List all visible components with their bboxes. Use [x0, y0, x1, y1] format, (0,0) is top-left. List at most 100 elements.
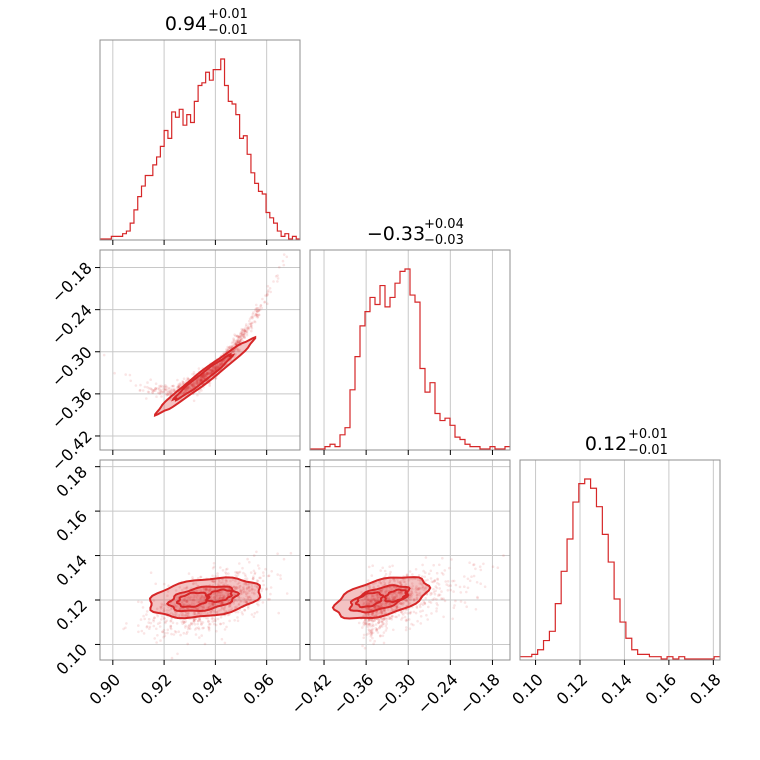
sample-point — [159, 384, 163, 388]
sample-point — [277, 611, 281, 615]
sample-point — [215, 592, 218, 595]
x-tick-label: −0.18 — [456, 670, 504, 718]
sample-point — [192, 598, 195, 602]
sample-point — [145, 613, 148, 616]
sample-point — [199, 378, 203, 381]
sample-point — [195, 379, 199, 383]
sample-point — [244, 600, 247, 603]
sample-point — [186, 630, 189, 634]
sample-point — [251, 587, 254, 591]
sample-point — [247, 589, 251, 592]
sample-point — [429, 569, 433, 573]
sample-point — [242, 334, 246, 337]
sample-point — [219, 591, 222, 594]
x-tick-label: 0.10 — [508, 670, 547, 709]
sample-point — [206, 611, 210, 615]
sample-point — [276, 277, 280, 280]
sample-point — [404, 583, 408, 586]
title-minus: −0.03 — [424, 233, 464, 248]
sample-point — [423, 601, 427, 605]
sample-point — [235, 599, 239, 603]
sample-point — [234, 343, 238, 346]
sample-point — [279, 574, 282, 577]
sample-point — [370, 574, 374, 577]
sample-point — [244, 575, 247, 578]
sample-point — [162, 390, 166, 393]
sample-point — [380, 582, 383, 585]
sample-point — [215, 365, 219, 368]
sample-point — [165, 394, 168, 397]
sample-point — [380, 620, 384, 624]
sample-point — [221, 578, 225, 581]
sample-point — [237, 341, 240, 345]
sample-point — [236, 335, 240, 339]
sample-point — [236, 348, 240, 352]
sample-point — [166, 631, 169, 635]
sample-point — [419, 622, 423, 625]
sample-point — [399, 602, 403, 606]
sample-point — [376, 593, 379, 597]
sample-point — [236, 616, 239, 619]
sample-point — [216, 572, 219, 575]
sample-point — [239, 340, 242, 343]
sample-point — [202, 605, 205, 608]
sample-point — [238, 584, 242, 588]
sample-point — [164, 385, 167, 389]
sample-point — [242, 582, 246, 586]
sample-point — [379, 611, 382, 614]
sample-point — [268, 287, 272, 290]
sample-point — [389, 579, 392, 582]
sample-point — [385, 622, 388, 626]
sample-point — [212, 565, 216, 569]
sample-point — [192, 619, 195, 622]
sample-point — [415, 594, 419, 597]
sample-point — [266, 598, 270, 601]
sample-point — [378, 626, 381, 629]
sample-point — [264, 567, 267, 571]
sample-point — [154, 382, 158, 386]
sample-point — [245, 599, 248, 603]
sample-point — [218, 363, 222, 366]
sample-point — [452, 590, 455, 593]
sample-point — [209, 372, 212, 375]
sample-point — [410, 596, 413, 600]
sample-point — [184, 613, 188, 617]
sample-point — [170, 388, 173, 392]
sample-point — [416, 578, 420, 582]
sample-point — [192, 596, 195, 600]
sample-point — [380, 611, 384, 615]
sample-point — [210, 602, 214, 605]
sample-point — [384, 589, 388, 593]
sample-point — [367, 622, 370, 626]
sample-point — [369, 634, 373, 638]
sample-point — [160, 395, 163, 398]
sample-point — [194, 595, 197, 599]
sample-point — [206, 617, 210, 620]
sample-point — [196, 622, 199, 626]
sample-point — [259, 576, 262, 580]
sample-point — [247, 585, 251, 589]
sample-point — [372, 642, 375, 646]
sample-point — [153, 637, 156, 640]
sample-point — [207, 369, 211, 372]
sample-point — [368, 587, 372, 590]
sample-point — [253, 592, 256, 596]
sample-point — [369, 599, 372, 603]
sample-point — [377, 595, 380, 599]
sample-point — [237, 596, 240, 600]
x-tick-label: −0.24 — [414, 670, 462, 718]
sample-point — [181, 381, 185, 384]
sample-point — [370, 630, 373, 634]
sample-point — [200, 634, 203, 637]
y-tick-label: 0.14 — [52, 551, 91, 590]
sample-point — [463, 601, 467, 604]
sample-point — [249, 597, 253, 600]
sample-point — [175, 611, 178, 615]
sample-point — [396, 591, 400, 594]
sample-point — [245, 601, 249, 604]
sample-point — [170, 611, 173, 615]
sample-point — [429, 577, 433, 580]
sample-point — [405, 626, 408, 629]
sample-point — [367, 613, 371, 616]
sample-point — [166, 628, 170, 632]
